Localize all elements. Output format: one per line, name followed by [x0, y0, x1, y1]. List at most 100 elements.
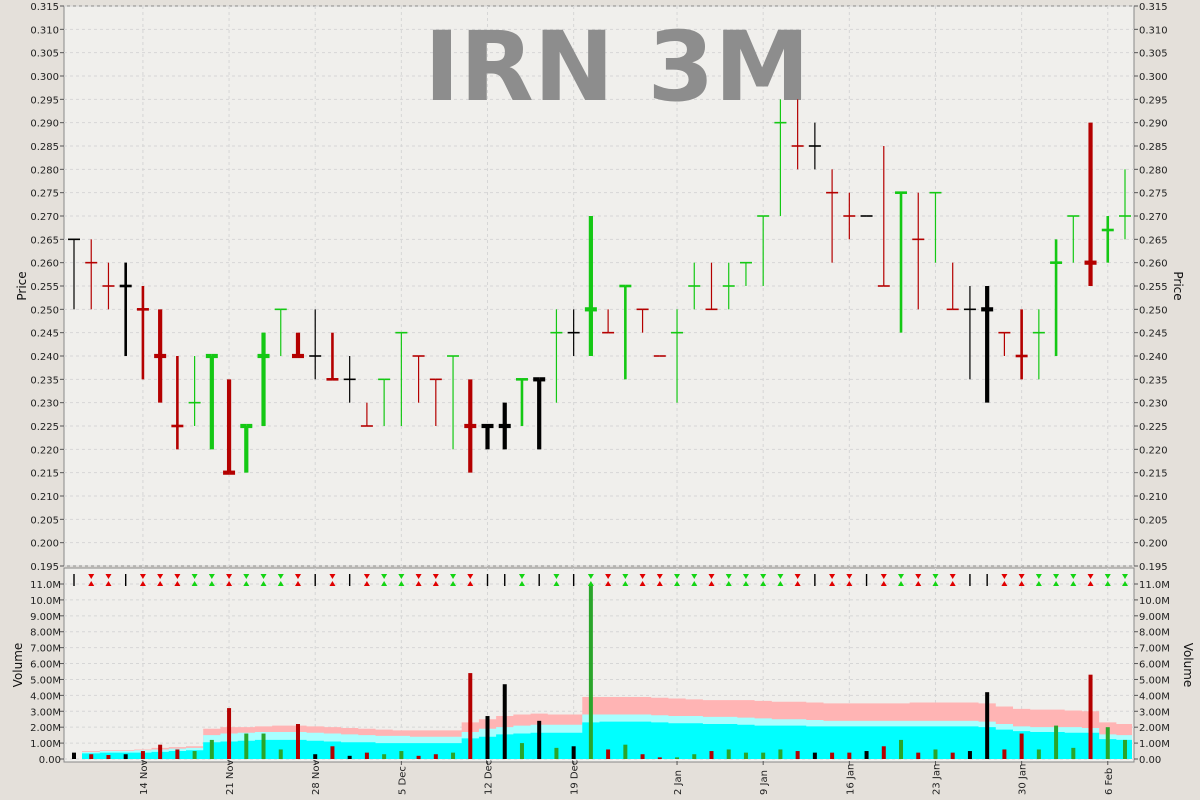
price-tick-label: 0.260 — [30, 259, 59, 270]
volume-bar — [554, 747, 559, 759]
price-tick-label: 0.215 — [30, 469, 59, 480]
signal-mark — [208, 574, 215, 586]
price-axis-label-left: Price — [15, 271, 29, 300]
signal-mark — [656, 574, 663, 586]
volume-axis-right: 0.00 1.00M 2.00M 3.00M 4.00M 5.00M 6.00M 7.00M 8… — [1134, 580, 1170, 766]
price-tick-label: 0.195 — [30, 562, 59, 573]
volume-tick-label: 7.00M — [1139, 644, 1170, 655]
volume-bar — [899, 739, 904, 759]
volume-bar — [502, 684, 507, 759]
signal-mark — [1104, 574, 1111, 586]
volume-bar — [640, 754, 645, 759]
volume-tick-label: 9.00M — [30, 612, 61, 623]
volume-bar — [123, 754, 128, 759]
price-tick-label: 0.290 — [1139, 119, 1168, 130]
volume-bar — [485, 716, 490, 759]
volume-bar — [657, 757, 662, 759]
volume-bar — [967, 751, 972, 759]
price-tick-label: 0.215 — [1139, 469, 1168, 480]
signal-mark — [105, 574, 112, 586]
price-tick-label: 0.310 — [30, 25, 59, 36]
price-tick-label: 0.245 — [1139, 329, 1168, 340]
volume-bar — [571, 746, 576, 759]
volume-tick-label: 5.00M — [1139, 675, 1170, 686]
date-tick-label: 6 Feb — [1104, 768, 1115, 795]
signal-mark — [1070, 574, 1077, 586]
signal-mark — [915, 574, 922, 586]
volume-bar — [606, 749, 611, 759]
volume-bar — [588, 584, 593, 759]
price-tick-label: 0.300 — [1139, 72, 1168, 83]
volume-bar — [847, 752, 852, 759]
volume-bar — [916, 752, 921, 759]
volume-bar — [726, 749, 731, 759]
price-tick-label: 0.220 — [1139, 445, 1168, 456]
price-tick-label: 0.240 — [1139, 352, 1168, 363]
volume-bar — [72, 752, 76, 759]
price-tick-label: 0.230 — [1139, 399, 1168, 410]
price-tick-label: 0.235 — [1139, 375, 1168, 386]
price-tick-label: 0.250 — [30, 305, 59, 316]
volume-bar — [244, 733, 249, 759]
volume-tick-label: 4.00M — [1139, 691, 1170, 702]
volume-bar — [881, 746, 886, 759]
volume-axis-label-right: Volume — [1181, 643, 1195, 688]
signal-mark — [725, 574, 732, 586]
price-tick-label: 0.300 — [30, 72, 59, 83]
price-tick-label: 0.265 — [1139, 235, 1168, 246]
volume-bar — [761, 752, 766, 759]
signal-mark — [1053, 574, 1060, 586]
signal-mark — [742, 574, 749, 586]
signal-mark — [708, 574, 715, 586]
price-tick-label: 0.275 — [30, 189, 59, 200]
volume-bar — [192, 751, 197, 759]
volume-bar — [709, 751, 714, 759]
volume-bar — [1088, 674, 1093, 759]
volume-bar — [864, 751, 869, 759]
signal-mark — [794, 574, 801, 586]
price-tick-label: 0.195 — [1139, 562, 1168, 573]
signal-mark — [829, 574, 836, 586]
volume-bar — [313, 754, 318, 759]
signal-mark — [398, 574, 405, 586]
signal-mark — [243, 574, 250, 586]
price-tick-label: 0.260 — [1139, 259, 1168, 270]
price-tick-label: 0.210 — [30, 492, 59, 503]
signal-mark — [139, 574, 146, 586]
price-tick-label: 0.205 — [30, 515, 59, 526]
price-tick-label: 0.285 — [30, 142, 59, 153]
price-tick-label: 0.225 — [1139, 422, 1168, 433]
volume-tick-label: 1.00M — [1139, 739, 1170, 750]
volume-bar — [795, 751, 800, 759]
price-tick-label: 0.235 — [30, 375, 59, 386]
signal-mark — [518, 574, 525, 586]
chart-title-watermark: IRN 3M — [424, 11, 810, 123]
price-tick-label: 0.210 — [1139, 492, 1168, 503]
date-tick-label: 2 Jan — [673, 770, 684, 795]
volume-tick-label: 7.00M — [30, 644, 61, 655]
volume-bar — [158, 744, 163, 759]
volume-tick-label: 2.00M — [1139, 723, 1170, 734]
price-tick-label: 0.230 — [30, 399, 59, 410]
price-tick-label: 0.290 — [30, 119, 59, 130]
price-tick-label: 0.285 — [1139, 142, 1168, 153]
signal-mark — [587, 574, 594, 586]
price-tick-label: 0.270 — [1139, 212, 1168, 223]
volume-bar — [1054, 725, 1059, 759]
signal-mark — [846, 574, 853, 586]
volume-tick-label: 9.00M — [1139, 612, 1170, 623]
signal-mark — [932, 574, 939, 586]
signal-mark — [639, 574, 646, 586]
volume-bar — [209, 739, 214, 759]
volume-bar — [364, 752, 369, 759]
signal-mark — [329, 574, 336, 586]
ohlc-bars — [68, 99, 1131, 475]
price-tick-label: 0.270 — [30, 212, 59, 223]
volume-bar — [675, 757, 680, 759]
signal-mark — [674, 574, 681, 586]
signal-mark — [622, 574, 629, 586]
volume-bar — [261, 733, 266, 759]
date-tick-label: 16 Jan — [845, 764, 856, 795]
volume-tick-label: 5.00M — [30, 675, 61, 686]
price-tick-label: 0.280 — [30, 165, 59, 176]
